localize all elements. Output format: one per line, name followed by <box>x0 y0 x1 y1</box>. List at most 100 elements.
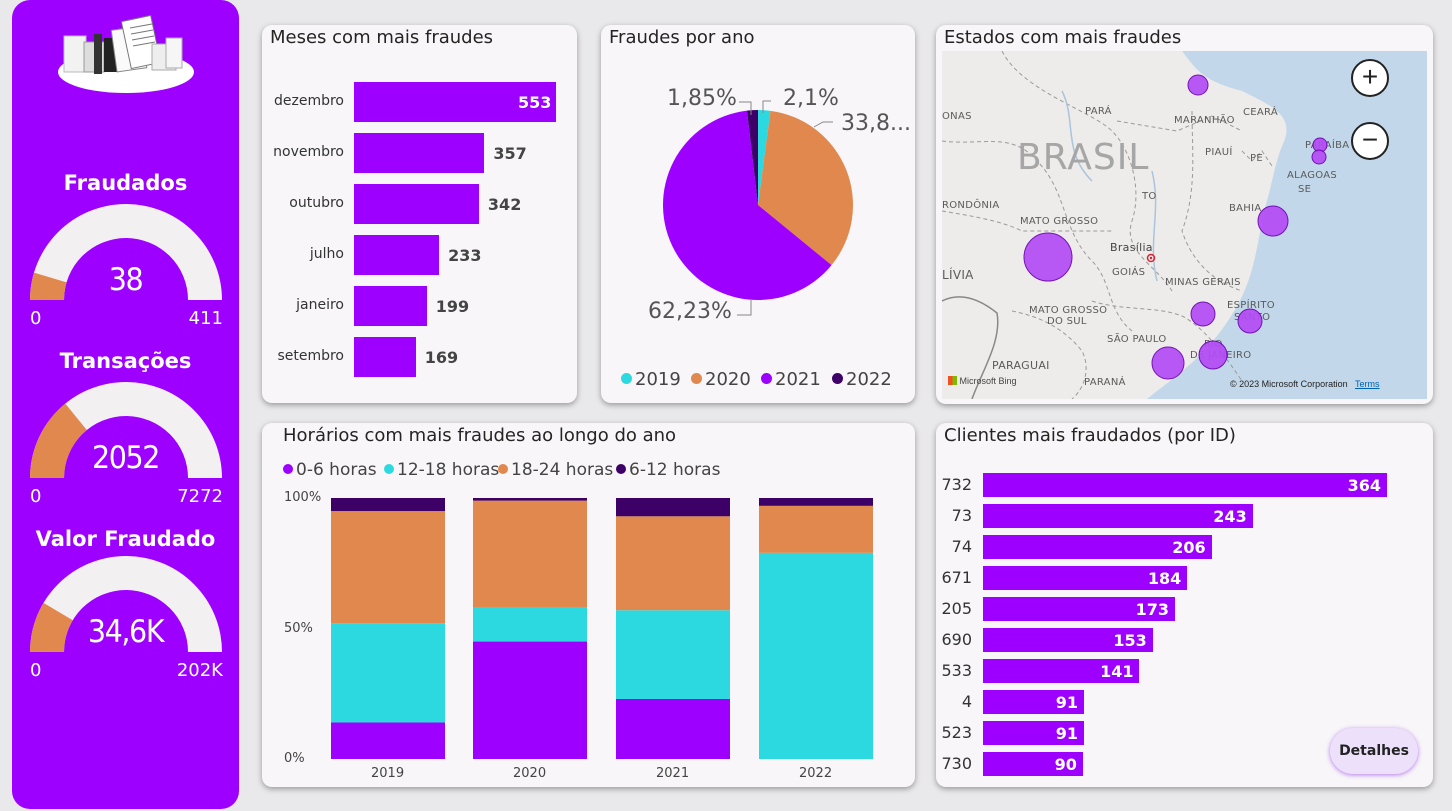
client-bar[interactable] <box>983 535 1212 559</box>
months-card: Meses com mais fraudes dezembro 553 novemb… <box>262 25 577 403</box>
details-button[interactable]: Detalhes <box>1330 728 1418 774</box>
copyright-text: © 2023 Microsoft Corporation <box>1230 379 1348 389</box>
pie-legend-item[interactable]: 2022 <box>832 369 892 390</box>
pie-data-label: 62,23% <box>648 299 732 324</box>
y-tick-label: 50% <box>284 620 313 636</box>
hours-legend-item[interactable]: 0-6 horas <box>283 460 377 480</box>
month-bar[interactable] <box>354 286 427 326</box>
bubble-mato-grosso <box>1023 232 1073 282</box>
client-id-label: 730 <box>941 754 972 773</box>
zoom-out-button[interactable]: − <box>1351 122 1389 160</box>
kpi-sidebar <box>12 0 239 809</box>
terms-link[interactable]: Terms <box>1355 379 1380 389</box>
map-label-espirito: ESPÍRITO <box>1227 300 1275 311</box>
stacked-segment <box>759 505 873 553</box>
pie-data-label: 2,1% <box>783 86 839 111</box>
client-bar[interactable] <box>983 473 1387 497</box>
legend-marker <box>761 373 772 384</box>
month-bar[interactable] <box>354 82 556 122</box>
gauge-arc <box>30 382 222 478</box>
map-label-rondonia: RONDÔNIA <box>942 200 1000 211</box>
x-tick-label: 2021 <box>656 766 690 781</box>
windows-icon <box>948 376 957 385</box>
client-id-label: 523 <box>941 723 972 742</box>
legend-marker <box>498 464 508 474</box>
kpi-min-2: 0 <box>30 660 42 681</box>
gauge-fill <box>30 403 87 478</box>
legend-label: 18-24 horas <box>511 460 614 480</box>
month-bar[interactable] <box>354 184 479 224</box>
zoom-in-button[interactable]: + <box>1351 59 1389 97</box>
legend-marker <box>384 464 394 474</box>
bubble-pernambuco <box>1311 149 1327 165</box>
y-tick-label: 100% <box>284 490 322 505</box>
client-bar[interactable] <box>983 690 1084 714</box>
client-id-label: 732 <box>941 475 972 494</box>
client-value: 364 <box>1347 476 1381 495</box>
legend-label: 2020 <box>705 369 751 390</box>
stacked-segment <box>616 498 730 517</box>
stacked-segment <box>473 607 587 642</box>
kpi-max-0: 411 <box>188 308 223 329</box>
bubble-minas <box>1190 301 1216 327</box>
client-value: 91 <box>1055 724 1078 743</box>
client-bar[interactable] <box>983 504 1253 528</box>
client-bar[interactable] <box>983 597 1175 621</box>
month-bar[interactable] <box>354 337 416 377</box>
stacked-segment <box>616 516 730 611</box>
gauge-track <box>30 382 222 478</box>
client-value: 141 <box>1100 662 1134 681</box>
client-value: 206 <box>1172 538 1206 557</box>
month-label: julho <box>309 246 344 262</box>
gauge-fill <box>30 272 67 300</box>
x-tick-label: 2020 <box>513 766 547 781</box>
y-tick-label: 0% <box>284 751 305 766</box>
kpi-max-2: 202K <box>176 660 223 681</box>
month-bar[interactable] <box>354 235 440 275</box>
month-value: 342 <box>487 195 522 214</box>
client-id-label: 74 <box>951 537 972 556</box>
map-label-paraguai: PARAGUAI <box>992 359 1050 372</box>
month-label: outubro <box>289 195 344 211</box>
map-label-se: SE <box>1298 184 1312 195</box>
stacked-segment <box>331 722 445 759</box>
month-label: novembro <box>273 144 344 160</box>
kpi-value-2: 34,6K <box>87 614 165 650</box>
map-label-mato-grosso: MATO GROSSO <box>1020 216 1099 227</box>
pie-chart <box>663 100 853 316</box>
x-tick-label: 2019 <box>371 766 405 781</box>
kpi-gauge-1: 2052 0 7272 <box>12 382 239 512</box>
month-value: 357 <box>493 144 527 163</box>
map-canvas[interactable]: BRASIL ONAS PARÁ MARANHÃO CEARÁ PIAUÍ PA… <box>942 51 1427 399</box>
stacked-segment <box>473 500 587 608</box>
client-bar[interactable] <box>983 628 1153 652</box>
kpi-gauge-0: 38 0 411 <box>12 204 239 334</box>
bubble-espirito-santo <box>1237 308 1263 334</box>
stacked-segment <box>616 698 730 759</box>
pie-card: Fraudes por ano 2,1% 33,8... 62,23% 1,85% 2… <box>601 25 915 403</box>
gauge-arc <box>30 556 222 652</box>
pie-legend-item[interactable]: 2020 <box>691 369 751 390</box>
hours-chart-title: Horários com mais fraudes ao longo do an… <box>283 425 677 446</box>
bing-label: Microsoft Bing <box>959 376 1017 386</box>
client-value: 243 <box>1213 507 1247 526</box>
client-bar[interactable] <box>983 721 1084 745</box>
hours-legend-item[interactable]: 12-18 horas <box>384 460 499 480</box>
hours-legend-item[interactable]: 6-12 horas <box>616 460 720 480</box>
map-label-pe: PE <box>1250 153 1263 164</box>
clients-card: Clientes mais fraudados (por ID) 732 364 7… <box>936 423 1433 787</box>
month-bar[interactable] <box>354 133 485 173</box>
client-bar[interactable] <box>983 566 1188 590</box>
client-bar[interactable] <box>983 752 1083 776</box>
client-bar[interactable] <box>983 659 1140 683</box>
pie-slice <box>758 110 771 205</box>
hours-legend-item[interactable]: 18-24 horas <box>498 460 613 480</box>
map-copyright: © 2023 Microsoft Corporation Terms <box>1230 379 1380 389</box>
month-value: 233 <box>448 246 482 265</box>
pie-legend-item[interactable]: 2019 <box>621 369 681 390</box>
pie-legend-item[interactable]: 2021 <box>761 369 821 390</box>
map-label-brasil: BRASIL <box>1017 137 1150 178</box>
x-tick-label: 2022 <box>799 766 833 781</box>
bing-logo: Microsoft Bing <box>948 376 1017 386</box>
hours-card: Horários com mais fraudes ao longo do an… <box>262 423 915 787</box>
